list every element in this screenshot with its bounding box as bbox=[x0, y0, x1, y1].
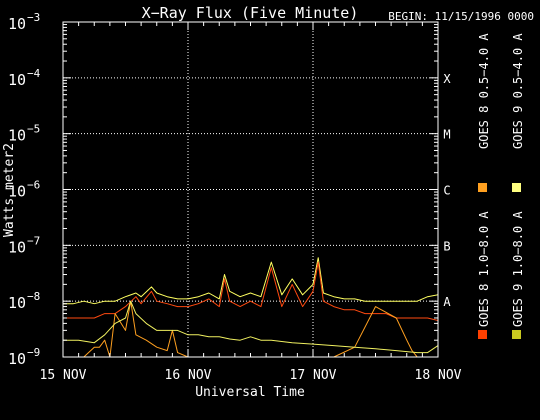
legend-swatch bbox=[478, 330, 487, 339]
y-tick-exponent: −5 bbox=[27, 123, 40, 136]
y-tick-labels: 10−310−410−510−610−710−810−9 bbox=[8, 11, 41, 368]
y-tick-base: 10 bbox=[8, 127, 26, 145]
x-axis-label: Universal Time bbox=[195, 385, 305, 400]
y-tick-base: 10 bbox=[8, 71, 26, 89]
y-tick-exponent: −7 bbox=[27, 234, 40, 247]
y-tick-label: 10 −7 bbox=[8, 234, 40, 256]
flare-class-label: B bbox=[443, 239, 450, 253]
y-tick-exponent: −4 bbox=[27, 67, 41, 80]
x-tick-label: 15 NOV bbox=[40, 368, 87, 383]
chart-title: X−Ray Flux (Five Minute) bbox=[142, 4, 359, 22]
flare-class-label: X bbox=[443, 72, 451, 86]
y-tick-label: 10 −3 bbox=[8, 11, 40, 33]
flare-class-label: A bbox=[443, 295, 451, 309]
legend-swatch bbox=[512, 183, 521, 192]
series-line-1 bbox=[63, 257, 439, 305]
y-tick-base: 10 bbox=[8, 238, 26, 256]
legend-label: GOES 8 0.5−4.0 A bbox=[477, 33, 491, 149]
y-tick-exponent: −8 bbox=[27, 290, 40, 303]
x-tick-labels: 15 NOV 16 NOV 17 NOV 18 NOV bbox=[40, 368, 462, 383]
begin-date-label: BEGIN: 11/15/1996 0000 bbox=[388, 10, 534, 23]
x-tick-label: 16 NOV bbox=[165, 368, 212, 383]
y-tick-base: 10 bbox=[8, 350, 26, 368]
y-tick-label: 10 −4 bbox=[8, 67, 41, 89]
legend-label: GOES 9 1.0−8.0 A bbox=[511, 211, 525, 327]
y-tick-exponent: −3 bbox=[27, 11, 40, 24]
axis-ticks bbox=[62, 21, 439, 358]
legend-label: GOES 9 0.5−4.0 A bbox=[511, 33, 525, 149]
legend-swatch bbox=[478, 183, 487, 192]
y-tick-label: 10 −6 bbox=[8, 179, 40, 201]
series-line-4 bbox=[63, 300, 439, 354]
flare-class-label: M bbox=[443, 128, 450, 142]
flare-class-label: C bbox=[443, 184, 450, 198]
legend-entry: GOES 8 0.5−4.0 A bbox=[477, 33, 491, 192]
legend: GOES 8 1.0−8.0 A GOES 8 0.5−4.0 A GOES 9 1… bbox=[477, 33, 525, 339]
y-tick-label: 10 −8 bbox=[8, 290, 40, 312]
legend-entry: GOES 9 1.0−8.0 A bbox=[511, 211, 525, 339]
x-tick-label: 18 NOV bbox=[415, 368, 462, 383]
y-tick-label: 10 −5 bbox=[8, 123, 40, 145]
legend-label: GOES 8 1.0−8.0 A bbox=[477, 211, 491, 327]
y-tick-exponent: −6 bbox=[27, 179, 40, 192]
legend-entry: GOES 8 1.0−8.0 A bbox=[477, 211, 491, 339]
y-tick-base: 10 bbox=[8, 183, 26, 201]
y-tick-base: 10 bbox=[8, 15, 26, 33]
y-axis-label: Watts meter2 bbox=[2, 143, 17, 237]
x-tick-label: 17 NOV bbox=[290, 368, 337, 383]
y-tick-base: 10 bbox=[8, 294, 26, 312]
flare-class-labels: X M C B A bbox=[443, 72, 451, 309]
y-tick-exponent: −9 bbox=[27, 346, 40, 359]
legend-swatch bbox=[512, 330, 521, 339]
y-tick-label: 10 −9 bbox=[8, 346, 40, 368]
legend-entry: GOES 9 0.5−4.0 A bbox=[511, 33, 525, 192]
